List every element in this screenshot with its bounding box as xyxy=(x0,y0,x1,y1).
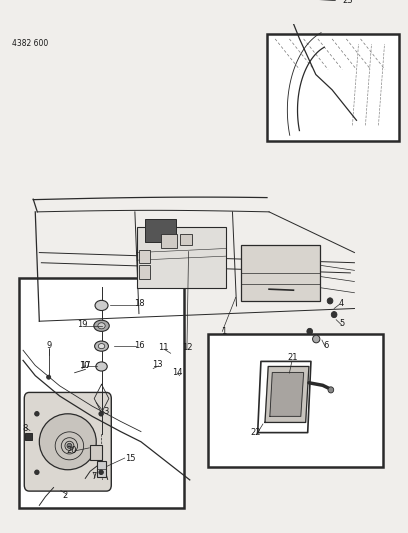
Text: 19: 19 xyxy=(77,320,87,329)
Ellipse shape xyxy=(39,414,96,470)
Text: 13: 13 xyxy=(152,360,162,369)
FancyBboxPatch shape xyxy=(24,392,111,491)
Bar xyxy=(25,433,31,440)
Bar xyxy=(98,461,106,478)
Text: 4382 600: 4382 600 xyxy=(12,39,48,48)
Bar xyxy=(139,250,150,263)
Text: 10: 10 xyxy=(79,361,89,370)
Text: 16: 16 xyxy=(134,341,144,350)
Text: 12: 12 xyxy=(182,343,193,352)
Ellipse shape xyxy=(95,341,109,351)
Text: 1: 1 xyxy=(221,327,226,336)
Bar xyxy=(145,220,175,243)
Ellipse shape xyxy=(47,375,51,379)
Text: 14: 14 xyxy=(172,368,183,377)
Bar xyxy=(241,245,320,301)
Polygon shape xyxy=(265,367,309,423)
Text: 23: 23 xyxy=(342,0,353,5)
Text: 2: 2 xyxy=(62,491,68,500)
Bar xyxy=(180,234,192,245)
Bar xyxy=(90,446,102,459)
Ellipse shape xyxy=(95,301,108,311)
Ellipse shape xyxy=(98,323,105,329)
Ellipse shape xyxy=(35,470,39,474)
Bar xyxy=(161,234,177,248)
Ellipse shape xyxy=(331,312,337,318)
Polygon shape xyxy=(270,373,304,416)
Ellipse shape xyxy=(307,328,313,334)
Ellipse shape xyxy=(99,411,103,416)
Text: 20: 20 xyxy=(67,447,77,455)
Bar xyxy=(267,34,399,141)
Bar xyxy=(208,334,383,467)
Bar xyxy=(139,265,150,279)
Text: 4: 4 xyxy=(339,299,344,308)
Bar xyxy=(19,278,184,508)
Text: 18: 18 xyxy=(134,299,144,308)
Text: 8: 8 xyxy=(22,424,28,433)
Text: 5: 5 xyxy=(339,319,345,328)
Ellipse shape xyxy=(94,320,109,332)
Ellipse shape xyxy=(98,344,105,349)
Text: 11: 11 xyxy=(158,343,169,352)
Ellipse shape xyxy=(96,362,107,371)
Bar xyxy=(137,227,226,288)
Text: 21: 21 xyxy=(287,353,298,362)
Text: 17: 17 xyxy=(80,361,91,370)
Ellipse shape xyxy=(35,411,39,416)
Ellipse shape xyxy=(99,470,103,474)
Ellipse shape xyxy=(327,298,333,304)
Text: 15: 15 xyxy=(125,454,135,463)
Text: 22: 22 xyxy=(251,428,261,437)
Text: 6: 6 xyxy=(323,341,329,350)
Text: 9: 9 xyxy=(46,341,51,350)
Text: 7: 7 xyxy=(91,472,97,481)
Text: 3: 3 xyxy=(103,407,108,416)
Ellipse shape xyxy=(313,335,320,343)
Ellipse shape xyxy=(67,443,72,448)
Bar xyxy=(291,0,314,9)
Ellipse shape xyxy=(328,387,334,393)
